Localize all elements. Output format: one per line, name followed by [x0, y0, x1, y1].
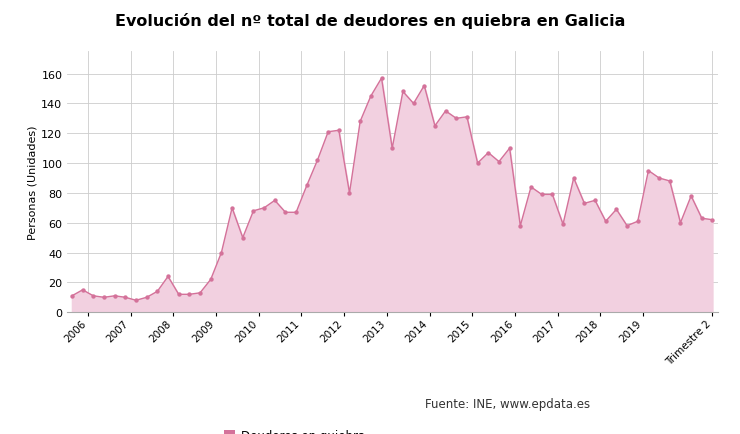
Point — [205, 276, 217, 283]
Point — [461, 114, 473, 121]
Point — [707, 217, 719, 224]
Point — [589, 197, 601, 204]
Point — [675, 220, 687, 227]
Point — [397, 89, 408, 96]
Point — [152, 288, 164, 295]
Point — [322, 129, 334, 136]
Point — [568, 175, 579, 182]
Point — [312, 157, 323, 164]
Point — [408, 101, 420, 108]
Point — [130, 297, 142, 304]
Point — [493, 159, 505, 166]
Point — [504, 145, 516, 152]
Point — [610, 206, 622, 213]
Text: Evolución del nº total de deudores en quiebra en Galicia: Evolución del nº total de deudores en qu… — [115, 13, 625, 29]
Point — [579, 201, 591, 207]
Point — [429, 123, 441, 130]
Point — [696, 215, 707, 222]
Point — [109, 293, 121, 299]
Point — [664, 178, 676, 185]
Point — [119, 294, 131, 301]
Point — [269, 197, 280, 204]
Point — [600, 218, 612, 225]
Point — [685, 193, 697, 200]
Point — [77, 287, 89, 294]
Point — [653, 175, 665, 182]
Point — [354, 118, 366, 125]
Point — [290, 209, 302, 216]
Point — [343, 190, 355, 197]
Point — [258, 205, 270, 212]
Point — [525, 184, 537, 191]
Legend: Deudores en quiebra: Deudores en quiebra — [224, 429, 365, 434]
Point — [557, 221, 569, 228]
Point — [440, 108, 451, 115]
Point — [66, 293, 78, 299]
Point — [418, 83, 430, 90]
Point — [386, 145, 398, 152]
Point — [333, 128, 345, 135]
Point — [482, 150, 494, 157]
Point — [280, 209, 292, 216]
Point — [172, 291, 184, 298]
Point — [237, 235, 249, 242]
Point — [376, 76, 388, 82]
Point — [514, 223, 526, 230]
Point — [162, 273, 174, 280]
Point — [471, 160, 483, 167]
Point — [621, 223, 633, 230]
Point — [546, 191, 558, 198]
Point — [536, 191, 548, 198]
Point — [87, 293, 99, 299]
Text: Fuente: INE, www.epdata.es: Fuente: INE, www.epdata.es — [425, 397, 591, 410]
Point — [247, 208, 259, 215]
Point — [365, 93, 377, 100]
Point — [215, 250, 227, 256]
Point — [301, 183, 313, 190]
Y-axis label: Personas (Unidades): Personas (Unidades) — [27, 125, 37, 240]
Point — [226, 205, 238, 212]
Point — [642, 168, 654, 174]
Point — [184, 291, 195, 298]
Point — [141, 294, 152, 301]
Point — [194, 289, 206, 296]
Point — [632, 218, 644, 225]
Point — [451, 115, 462, 122]
Point — [98, 294, 110, 301]
